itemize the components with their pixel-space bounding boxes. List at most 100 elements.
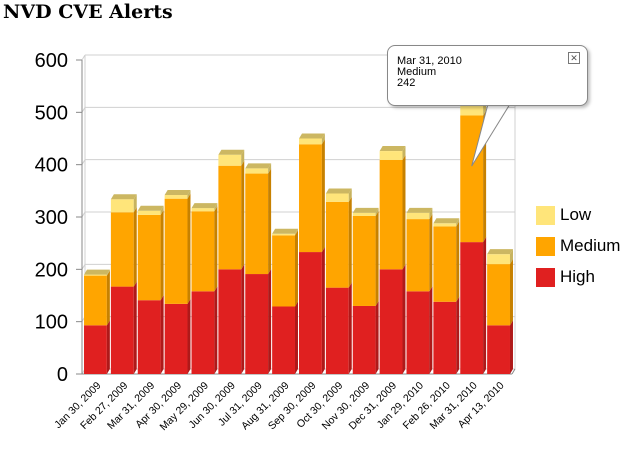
bar-segment-low [406, 212, 430, 220]
bar-segment-low [84, 274, 107, 276]
bar-segment-medium [191, 211, 215, 292]
bar-segment-low [325, 193, 349, 202]
bar-segment-medium [352, 215, 376, 306]
bar-segment-medium [218, 165, 242, 270]
bar-side-high [509, 320, 513, 374]
bar-segment-low [272, 233, 295, 236]
legend-label-high: High [560, 267, 595, 286]
bar-segment-high [137, 300, 161, 374]
chart-title: NVD CVE Alerts [3, 1, 173, 23]
bar-segment-medium [433, 226, 457, 302]
bar-stack [406, 207, 433, 374]
bar-side-low [429, 207, 433, 220]
bar-stack [191, 203, 218, 374]
bar-side-medium [160, 209, 164, 301]
bar-side-high [321, 247, 325, 374]
bar-segment-medium [272, 235, 295, 307]
bar-side-medium [241, 160, 245, 270]
bar-segment-low [137, 210, 161, 215]
bar-segment-medium [487, 264, 510, 326]
bar-segment-high [272, 306, 295, 374]
bar-segment-medium [299, 144, 322, 253]
bar-top [487, 249, 513, 255]
bar-side-high [214, 286, 218, 374]
y-tick-label: 100 [35, 312, 68, 334]
bar-top [272, 228, 298, 234]
bar-segment-high [433, 301, 457, 374]
bar-side-high [133, 281, 137, 374]
bar-side-medium [133, 207, 137, 287]
bar-segment-medium [379, 159, 403, 270]
bar-top [325, 188, 352, 194]
bar-top [299, 133, 325, 139]
bar-segment-high [325, 287, 349, 374]
legend-swatch-low [536, 206, 555, 225]
bar-side-medium [509, 259, 513, 326]
bar-stack [379, 146, 406, 374]
legend-swatch-medium [536, 237, 555, 256]
bar-side-medium [402, 154, 406, 270]
bar-side-high [375, 300, 379, 374]
bar-side-medium [214, 206, 218, 292]
bar-segment-high [299, 252, 322, 374]
bar-top [110, 194, 137, 200]
bar-side-medium [268, 168, 272, 275]
bar-top [191, 203, 218, 209]
bar-top [164, 190, 191, 196]
bar-side-medium [456, 221, 460, 302]
bar-top [245, 163, 272, 169]
bar-stack [487, 249, 513, 374]
bar-side-low [321, 133, 325, 145]
tooltip-series: Medium [397, 66, 437, 78]
bar-side-low [294, 228, 298, 236]
bar-segment-high [84, 325, 107, 374]
axis-layer: 0 100 200 300 400 500 600 [35, 50, 516, 386]
bar-side-low [160, 205, 164, 215]
bar-segment-high [352, 305, 376, 374]
y-tick-label: 600 [35, 50, 68, 72]
bar-side-high [241, 264, 245, 374]
bar-side-high [429, 286, 433, 374]
bar-side-low [348, 188, 352, 202]
bar-stack [433, 218, 460, 374]
bar-segment-low [299, 138, 322, 145]
bar-segment-medium [84, 275, 107, 326]
bar-stack [272, 228, 298, 374]
bar-side-low [241, 149, 245, 166]
bar-segment-high [487, 325, 510, 374]
bar-segment-low [460, 106, 484, 116]
bar-side-low [214, 203, 218, 212]
bar-side-medium [321, 139, 325, 253]
bar-segment-high [460, 242, 484, 374]
gridline-depth [81, 54, 86, 61]
y-tick-label: 200 [35, 259, 68, 281]
bar-side-low [106, 269, 110, 276]
bar-stack [137, 205, 164, 374]
bar-layer [84, 101, 513, 374]
bar-stack [218, 149, 245, 374]
bar-segment-high [406, 291, 430, 374]
bar-side-high [483, 237, 487, 374]
bar-side-high [268, 269, 272, 374]
bar-segment-high [218, 269, 242, 374]
bar-segment-low [352, 212, 376, 216]
tooltip-value: 242 [397, 77, 416, 89]
bar-top [84, 269, 110, 275]
bar-side-high [160, 295, 164, 374]
y-tick-label: 500 [35, 102, 68, 124]
bar-side-medium [348, 196, 352, 288]
bar-side-low [268, 163, 272, 174]
bar-side-high [456, 296, 460, 374]
bar-stack [84, 269, 110, 374]
bar-segment-high [164, 303, 188, 374]
legend-swatch-high [536, 268, 555, 287]
bar-stack [352, 207, 379, 374]
bar-segment-low [379, 151, 403, 160]
bar-side-low [402, 146, 406, 160]
bar-stack [299, 133, 325, 374]
bar-top [406, 207, 433, 213]
bar-segment-high [110, 286, 134, 374]
bar-segment-high [245, 274, 269, 374]
bar-segment-medium [110, 212, 134, 287]
close-icon[interactable]: ✕ [568, 52, 580, 64]
